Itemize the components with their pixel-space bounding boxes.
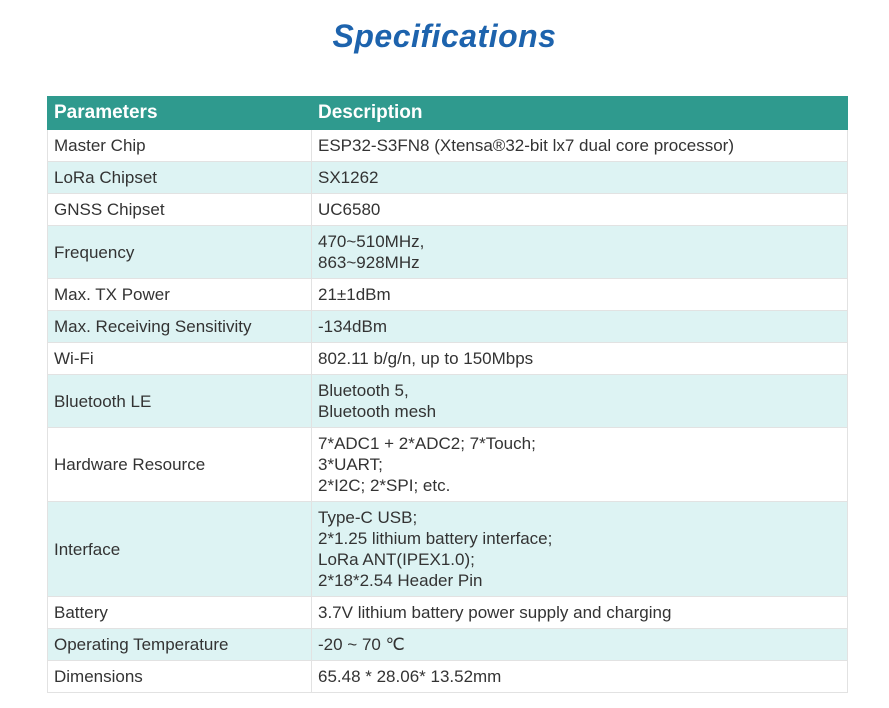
description-line: SX1262 bbox=[318, 168, 379, 187]
parameter-cell: Max. TX Power bbox=[47, 278, 312, 311]
parameter-cell: Master Chip bbox=[47, 129, 312, 162]
description-line: 7*ADC1 + 2*ADC2; 7*Touch; bbox=[318, 434, 536, 453]
description-line: 21±1dBm bbox=[318, 285, 391, 304]
table-body: Master Chip ESP32-S3FN8 (Xtensa®32-bit lx… bbox=[47, 129, 848, 693]
table-row: LoRa Chipset SX1262 bbox=[47, 161, 848, 194]
description-line: 2*18*2.54 Header Pin bbox=[318, 571, 483, 590]
parameter-cell: Wi-Fi bbox=[47, 342, 312, 375]
description-cell: -134dBm bbox=[311, 310, 848, 343]
table-row: Frequency 470~510MHz, 863~928MHz bbox=[47, 225, 848, 279]
description-cell: 802.11 b/g/n, up to 150Mbps bbox=[311, 342, 848, 375]
description-cell: Type-C USB; 2*1.25 lithium battery interf… bbox=[311, 501, 848, 597]
description-cell: UC6580 bbox=[311, 193, 848, 226]
spec-table: Parameters Description Master Chip ESP32-… bbox=[47, 96, 848, 693]
parameter-cell: Hardware Resource bbox=[47, 427, 312, 502]
description-line: -134dBm bbox=[318, 317, 387, 336]
title: Specifications bbox=[332, 18, 557, 54]
parameter-cell: Bluetooth LE bbox=[47, 374, 312, 428]
description-cell: 3.7V lithium battery power supply and ch… bbox=[311, 596, 848, 629]
parameter-cell: Dimensions bbox=[47, 660, 312, 693]
description-cell: 470~510MHz, 863~928MHz bbox=[311, 225, 848, 279]
table-row: Master Chip ESP32-S3FN8 (Xtensa®32-bit lx… bbox=[47, 129, 848, 162]
parameter-cell: Max. Receiving Sensitivity bbox=[47, 310, 312, 343]
description-line: Bluetooth 5, bbox=[318, 381, 409, 400]
description-line: UC6580 bbox=[318, 200, 381, 219]
table-row: Hardware Resource 7*ADC1 + 2*ADC2; 7*Touc… bbox=[47, 427, 848, 502]
description-line: Bluetooth mesh bbox=[318, 402, 437, 421]
header-cell: Description bbox=[311, 96, 848, 130]
description-cell: 21±1dBm bbox=[311, 278, 848, 311]
description-line: LoRa ANT(IPEX1.0); bbox=[318, 550, 475, 569]
description-line: 65.48 * 28.06* 13.52mm bbox=[318, 667, 502, 686]
description-line: 863~928MHz bbox=[318, 253, 420, 272]
description-line: -20 ~ 70 ℃ bbox=[318, 635, 405, 654]
table-row: Bluetooth LE Bluetooth 5, Bluetooth mesh bbox=[47, 374, 848, 428]
parameter-cell: LoRa Chipset bbox=[47, 161, 312, 194]
description-cell: 65.48 * 28.06* 13.52mm bbox=[311, 660, 848, 693]
parameter-cell: Interface bbox=[47, 501, 312, 597]
table-row: Operating Temperature -20 ~ 70 ℃ bbox=[47, 628, 848, 661]
description-line: 3.7V lithium battery power supply and ch… bbox=[318, 603, 672, 622]
description-cell: ESP32-S3FN8 (Xtensa®32-bit lx7 dual core… bbox=[311, 129, 848, 162]
table-row: Max. TX Power 21±1dBm bbox=[47, 278, 848, 311]
parameter-cell: Frequency bbox=[47, 225, 312, 279]
description-line: 470~510MHz, bbox=[318, 232, 425, 251]
description-line: 802.11 b/g/n, up to 150Mbps bbox=[318, 349, 534, 368]
description-cell: SX1262 bbox=[311, 161, 848, 194]
description-cell: -20 ~ 70 ℃ bbox=[311, 628, 848, 661]
table-row: Battery 3.7V lithium battery power supply… bbox=[47, 596, 848, 629]
table-row: Interface Type-C USB; 2*1.25 lithium batte… bbox=[47, 501, 848, 597]
description-line: 2*1.25 lithium battery interface; bbox=[318, 529, 553, 548]
parameter-cell: Battery bbox=[47, 596, 312, 629]
description-line: ESP32-S3FN8 (Xtensa®32-bit lx7 dual core… bbox=[318, 136, 734, 155]
table-row: GNSS Chipset UC6580 bbox=[47, 193, 848, 226]
table-row: Wi-Fi 802.11 b/g/n, up to 150Mbps bbox=[47, 342, 848, 375]
description-cell: Bluetooth 5, Bluetooth mesh bbox=[311, 374, 848, 428]
description-line: 3*UART; bbox=[318, 455, 383, 474]
description-cell: 7*ADC1 + 2*ADC2; 7*Touch; 3*UART; 2*I2C; 2… bbox=[311, 427, 848, 502]
table-row: Max. Receiving Sensitivity -134dBm bbox=[47, 310, 848, 343]
description-line: 2*I2C; 2*SPI; etc. bbox=[318, 476, 451, 495]
description-line: Type-C USB; bbox=[318, 508, 418, 527]
parameter-cell: Operating Temperature bbox=[47, 628, 312, 661]
parameter-cell: GNSS Chipset bbox=[47, 193, 312, 226]
table-row: Dimensions 65.48 * 28.06* 13.52mm bbox=[47, 660, 848, 693]
header-cell: Parameters bbox=[47, 96, 312, 130]
header-row: Parameters Description bbox=[47, 96, 848, 130]
